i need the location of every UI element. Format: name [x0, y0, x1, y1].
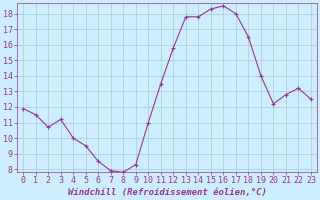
X-axis label: Windchill (Refroidissement éolien,°C): Windchill (Refroidissement éolien,°C) [68, 188, 267, 197]
